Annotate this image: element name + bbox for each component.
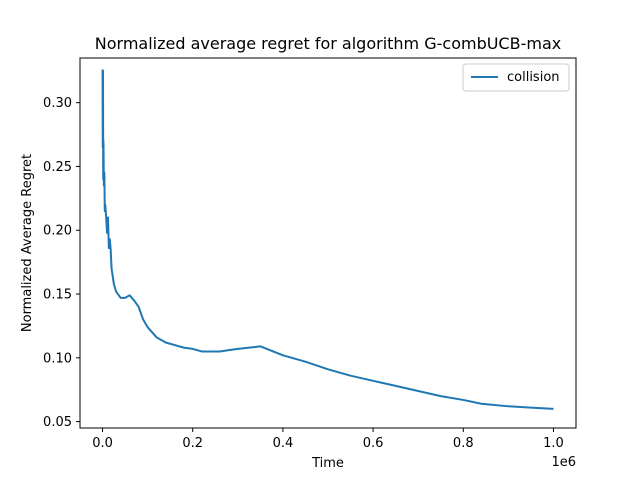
y-tick-label: 0.05 xyxy=(43,415,72,430)
x-axis-ticks: 0.0 0.2 0.4 0.6 0.8 1.0 xyxy=(92,428,564,451)
x-tick-label: 0.6 xyxy=(363,436,384,451)
x-tick-label: 0.0 xyxy=(92,436,113,451)
y-tick-label: 0.15 xyxy=(43,288,72,303)
y-axis-ticks: 0.05 0.10 0.15 0.20 0.25 0.30 xyxy=(43,96,80,430)
series-line-collision xyxy=(101,69,554,410)
plot-frame xyxy=(79,57,577,429)
x-tick-label: 0.4 xyxy=(273,436,294,451)
x-tick-label: 0.8 xyxy=(453,436,474,451)
series-layer xyxy=(101,69,554,410)
legend-label-collision: collision xyxy=(507,70,560,85)
chart-title: Normalized average regret for algorithm … xyxy=(95,34,561,53)
x-tick-label: 1.0 xyxy=(543,436,564,451)
x-axis-offset-label: 1e6 xyxy=(551,455,576,470)
y-tick-label: 0.25 xyxy=(43,160,72,175)
y-tick-label: 0.20 xyxy=(43,224,72,239)
y-axis-label: Normalized Average Regret xyxy=(20,154,35,332)
legend: collision xyxy=(462,63,570,92)
x-tick-label: 0.2 xyxy=(182,436,203,451)
x-axis-label: Time xyxy=(311,456,344,471)
legend-box xyxy=(462,63,570,92)
y-tick-label: 0.30 xyxy=(43,96,72,111)
plot-area xyxy=(80,58,576,428)
y-tick-label: 0.10 xyxy=(43,351,72,366)
